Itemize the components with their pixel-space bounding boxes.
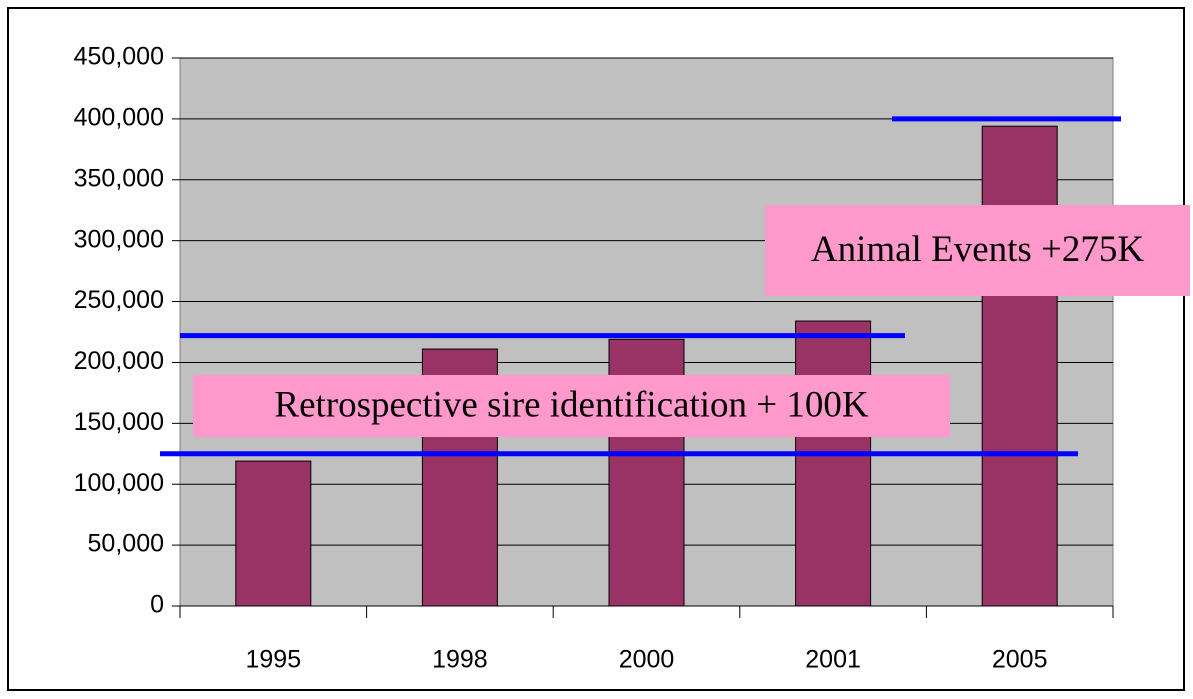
- y-tick-label: 250,000: [74, 286, 164, 314]
- y-tick-label: 350,000: [74, 164, 164, 192]
- y-tick-label: 0: [150, 591, 164, 619]
- annotation: Retrospective sire identification + 100K: [274, 384, 868, 425]
- y-tick-label: 450,000: [74, 43, 164, 71]
- x-tick-label: 2000: [619, 646, 675, 674]
- x-tick-label: 2001: [805, 646, 861, 674]
- y-tick-label: 200,000: [74, 347, 164, 375]
- x-tick-label: 1995: [245, 646, 301, 674]
- x-tick-label: 2005: [992, 646, 1048, 674]
- bar: [235, 460, 312, 607]
- y-tick-label: 50,000: [88, 530, 164, 558]
- annotation: Animal Events +275K: [811, 229, 1145, 270]
- y-tick-label: 300,000: [74, 225, 164, 253]
- y-tick-label: 400,000: [74, 103, 164, 131]
- annotation-box: [765, 205, 1190, 296]
- y-tick-label: 100,000: [74, 469, 164, 497]
- bar: [981, 125, 1058, 607]
- x-tick-label: 1998: [432, 646, 488, 674]
- annotation-box: [193, 375, 950, 437]
- bar: [795, 320, 872, 607]
- y-tick-label: 150,000: [74, 408, 164, 436]
